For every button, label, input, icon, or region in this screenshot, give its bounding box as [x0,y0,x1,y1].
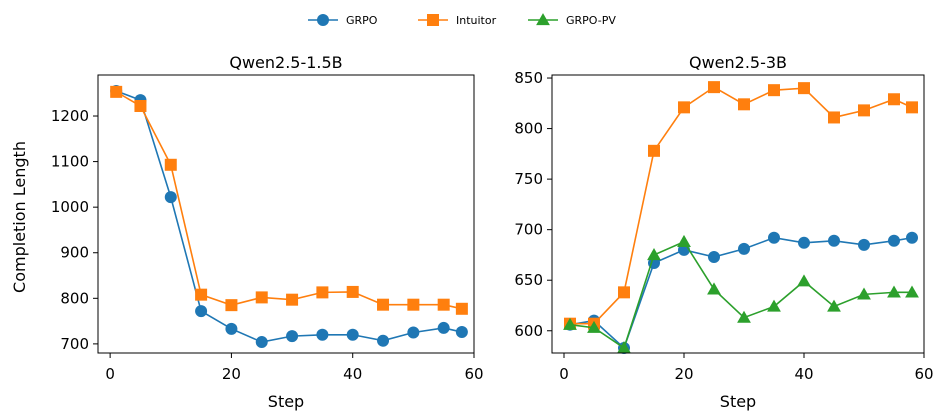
data-point-intuitor [110,85,123,98]
data-point-grpo [316,328,329,341]
y-tick-label: 750 [514,170,543,188]
data-point-grpo [286,330,299,343]
data-point-grpo-pv [887,285,901,298]
data-point-intuitor [437,298,450,311]
y-tick-label: 700 [60,335,89,353]
data-point-intuitor [455,302,468,315]
data-point-intuitor [164,158,177,171]
x-tick-label: 0 [105,365,115,383]
data-point-intuitor [346,285,359,298]
data-point-grpo-pv [905,285,919,298]
data-point-grpo [437,321,450,334]
x-axis-label: Step [268,392,304,411]
x-tick-label: 60 [464,365,483,383]
plot-frame [551,74,925,354]
data-point-grpo [164,191,177,204]
data-point-grpo [255,336,268,349]
data-point-intuitor [316,286,329,299]
data-point-intuitor [286,293,299,306]
legend-marker [427,14,439,26]
data-point-grpo [195,305,208,318]
data-point-intuitor [407,298,420,311]
data-point-grpo-pv [827,299,841,312]
legend: GRPO Intuitor GRPO-PV [308,13,616,27]
data-point-grpo [455,326,468,339]
y-tick-label: 650 [514,271,543,289]
data-point-intuitor [255,291,268,304]
data-point-grpo-pv [617,341,631,354]
data-point-grpo-pv [767,299,781,312]
data-point-intuitor [648,144,660,157]
data-point-grpo-pv [563,317,577,330]
data-point-intuitor [377,298,390,311]
x-tick-label: 20 [222,365,241,383]
data-point-grpo-pv [707,282,721,295]
data-point-grpo-pv [647,248,661,261]
legend-label: GRPO [346,14,378,27]
data-point-grpo [858,238,870,251]
chart-panel-qwen2.5-3b: Qwen2.5-3B Step 0 20 40 60 600 650 700 750 800 85… [514,53,933,411]
data-point-grpo [906,231,918,244]
data-point-grpo-pv [587,320,601,333]
y-tick-label: 700 [514,221,543,239]
data-point-grpo [377,334,390,347]
x-tick-label: 60 [914,365,933,383]
data-point-intuitor [828,111,840,124]
data-point-intuitor [888,93,900,106]
data-point-intuitor [708,81,720,94]
legend-item-intuitor: Intuitor [418,14,497,27]
data-point-grpo [346,328,359,341]
y-tick-label: 800 [60,289,89,307]
data-point-grpo [888,234,900,247]
y-tick-label: 900 [60,244,89,262]
data-point-intuitor [618,286,630,299]
x-tick-label: 40 [343,365,362,383]
data-point-grpo [708,250,720,263]
data-point-intuitor [134,99,147,112]
chart-panel-qwen2.5-1.5b: Qwen2.5-1.5B Completion Length Step 0 20 4… [10,53,484,411]
data-point-intuitor [195,288,208,301]
y-tick-label: 850 [514,69,543,87]
y-tick-label: 1200 [51,107,89,125]
y-tick-label: 1000 [51,198,89,216]
data-point-intuitor [768,84,780,97]
data-point-grpo-pv [677,234,691,247]
data-point-grpo-pv [737,310,751,323]
x-tick-label: 40 [794,365,813,383]
data-point-grpo-pv [857,287,871,300]
legend-label: Intuitor [456,14,497,27]
data-point-grpo [798,236,810,249]
data-point-intuitor [678,101,690,114]
chart-title: Qwen2.5-1.5B [229,53,342,72]
data-point-intuitor [858,104,870,117]
legend-marker [317,14,329,26]
data-point-grpo [738,242,750,255]
x-axis-label: Step [720,392,756,411]
chart-title: Qwen2.5-3B [689,53,787,72]
series-intuitor-group [564,81,918,330]
legend-label: GRPO-PV [566,14,616,27]
x-tick-label: 20 [674,365,693,383]
legend-item-grpo: GRPO [308,14,378,27]
data-point-grpo [225,322,238,335]
data-point-intuitor [738,98,750,111]
y-tick-label: 1100 [51,153,89,171]
y-axis-label: Completion Length [10,141,29,293]
data-point-intuitor [225,299,238,312]
legend-item-grpo-pv: GRPO-PV [528,13,616,27]
data-point-grpo-pv [797,274,811,287]
data-point-grpo [828,234,840,247]
y-tick-label: 600 [514,322,543,340]
data-point-intuitor [906,101,918,114]
y-tick-label: 800 [514,120,543,138]
x-tick-label: 0 [559,365,569,383]
data-point-grpo [407,326,420,339]
series-grpo-pv-group [563,234,919,354]
series-intuitor-group [110,85,468,315]
data-point-grpo [768,231,780,244]
legend-marker [536,13,550,26]
plot-frame [97,74,475,354]
data-point-intuitor [798,82,810,95]
